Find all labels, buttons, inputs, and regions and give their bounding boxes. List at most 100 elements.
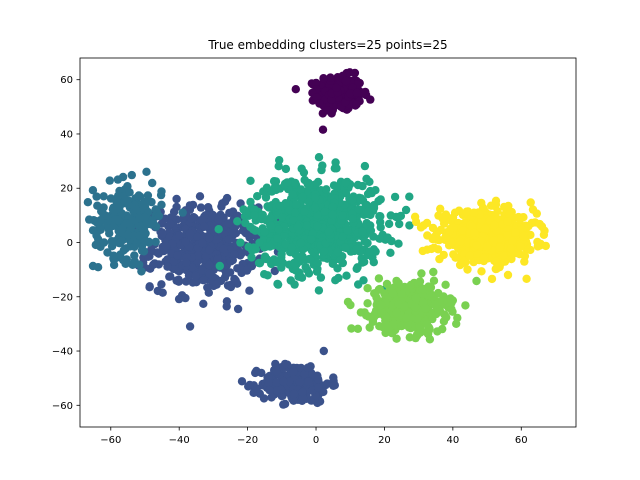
scatter-point (137, 267, 146, 276)
scatter-point (352, 264, 361, 273)
scatter-point (477, 198, 486, 208)
scatter-point (433, 245, 443, 254)
scatter-point (174, 294, 184, 304)
scatter-point (289, 367, 298, 376)
scatter-point (255, 259, 265, 268)
scatter-point (300, 369, 309, 379)
scatter-point (346, 300, 355, 310)
scatter-point (236, 264, 245, 273)
scatter-point (384, 324, 393, 334)
scatter-point (341, 76, 351, 86)
scatter-point (197, 216, 207, 225)
scatter-point (289, 258, 299, 268)
scatter-point (376, 217, 385, 227)
scatter-point (515, 215, 524, 224)
scatter-point (169, 207, 179, 217)
scatter-point (298, 192, 307, 202)
scatter-point (219, 244, 228, 254)
scatter-point (300, 207, 309, 216)
scatter-point (470, 228, 479, 238)
scatter-point (360, 237, 369, 246)
scatter-point (257, 368, 266, 378)
scatter-point (272, 386, 282, 395)
scatter-point (394, 239, 403, 248)
scatter-point (418, 284, 427, 294)
scatter-point (376, 212, 385, 221)
scatter-point (463, 238, 472, 248)
scatter-point (341, 178, 350, 188)
scatter-point (205, 260, 214, 270)
scatter-point (515, 250, 524, 259)
scatter-point (318, 161, 327, 170)
scatter-point (507, 254, 516, 264)
scatter-point (360, 161, 370, 171)
scatter-point (283, 178, 292, 187)
y-tick-label: 40 (60, 129, 73, 140)
scatter-point (345, 89, 355, 98)
scatter-point (273, 234, 282, 243)
scatter-point (305, 181, 314, 190)
scatter-point (313, 375, 323, 384)
scatter-point (109, 260, 119, 270)
scatter-point (371, 186, 380, 195)
scatter-point (332, 183, 341, 192)
scatter-point (199, 299, 208, 308)
scatter-point (363, 299, 372, 308)
scatter-point (490, 220, 499, 230)
scatter-point (298, 388, 307, 397)
scatter-point (241, 218, 250, 228)
scatter-point (247, 253, 256, 262)
scatter-point (149, 260, 158, 269)
scatter-point (198, 238, 207, 248)
scatter-point (441, 280, 450, 289)
scatter-point (157, 280, 166, 289)
scatter-point (172, 194, 181, 204)
scatter-point (215, 261, 224, 271)
scatter-point (442, 313, 451, 322)
scatter-point (314, 286, 324, 295)
scatter-point (319, 346, 328, 356)
scatter-point (289, 216, 298, 225)
scatter-point (143, 191, 153, 200)
scatter-point (289, 396, 298, 405)
scatter-point (320, 207, 329, 216)
scatter-point (275, 156, 284, 165)
scatter-point (262, 254, 271, 264)
scatter-point (366, 226, 376, 235)
scatter-point (141, 203, 150, 212)
scatter-point (260, 227, 269, 237)
scatter-point (99, 238, 109, 247)
scatter-point (262, 183, 272, 192)
scatter-point (178, 208, 187, 217)
scatter-point (376, 300, 386, 310)
scatter-point (265, 385, 274, 395)
scatter-point (369, 258, 378, 267)
scatter-point (352, 100, 361, 109)
scatter-point (288, 190, 297, 199)
scatter-point (411, 293, 421, 303)
scatter-point (103, 248, 112, 257)
scatter-point (127, 170, 136, 180)
scatter-point (541, 241, 550, 251)
scatter-point (93, 263, 103, 272)
scatter-point (251, 368, 260, 378)
scatter-point (199, 276, 208, 285)
scatter-point (264, 372, 273, 382)
scatter-point (244, 242, 253, 252)
scatter-point (396, 211, 406, 221)
scatter-point (281, 164, 291, 174)
scatter-point (324, 227, 334, 236)
scatter-point (479, 254, 488, 263)
scatter-point (253, 192, 262, 201)
scatter-point (228, 229, 238, 238)
scatter-point (290, 280, 299, 289)
scatter-point (332, 83, 341, 93)
y-tick-label: 20 (60, 184, 73, 195)
chart-title: True embedding clusters=25 points=25 (207, 38, 447, 52)
scatter-point (374, 274, 384, 283)
scatter-point (88, 186, 98, 195)
scatter-point (280, 399, 290, 409)
scatter-point (214, 225, 223, 234)
scatter-point (278, 213, 287, 222)
scatter-point (401, 205, 411, 215)
